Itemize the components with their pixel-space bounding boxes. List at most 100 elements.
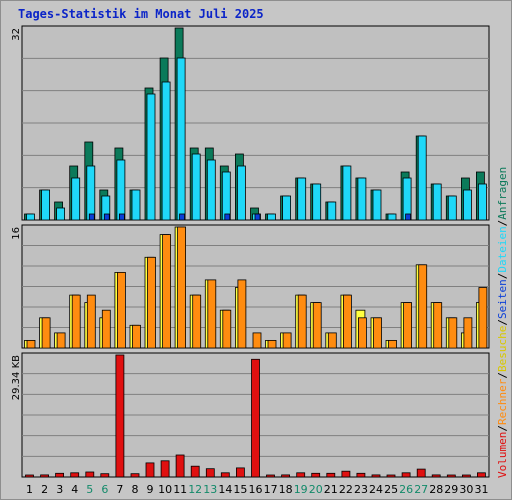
day-label: 5 (86, 483, 93, 496)
volumen-bar (296, 472, 306, 478)
dateien-bar (146, 93, 156, 221)
volumen-bar (130, 473, 140, 478)
rechner-bar (147, 256, 156, 349)
seiten-bar (179, 213, 186, 221)
day-label: 10 (158, 483, 172, 496)
volumen-bar (160, 460, 170, 478)
day-label: 17 (264, 483, 278, 496)
day-label: 16 (249, 483, 263, 496)
dateien-bar (161, 81, 171, 221)
rechner-bar (433, 302, 443, 349)
day-label: 9 (147, 483, 154, 496)
bars-2 (24, 226, 488, 349)
dateien-bar (312, 183, 322, 221)
volumen-bar (100, 473, 110, 478)
dateien-bar (357, 177, 367, 221)
legend-separator: / (496, 220, 509, 227)
day-label: 1 (26, 483, 33, 496)
dateien-bar (462, 189, 472, 221)
legend-separator: / (496, 425, 509, 432)
volumen-bar (55, 472, 64, 478)
day-label: 13 (203, 483, 217, 496)
volumen-bar (341, 470, 351, 478)
volumen-bar (326, 472, 336, 478)
volumen-bar (85, 471, 95, 478)
rechner-bar (312, 302, 322, 349)
dateien-bar (342, 165, 352, 221)
volumen-bar (25, 474, 34, 478)
dateien-bar (221, 171, 231, 221)
dateien-bar (41, 189, 50, 221)
rechner-bar (56, 332, 66, 349)
volumen-bar (266, 474, 275, 478)
dateien-bar (176, 57, 186, 221)
rechner-bar (177, 226, 187, 349)
seiten-bar (224, 213, 231, 221)
dateien-bar (417, 135, 427, 221)
rechner-bar (71, 294, 81, 349)
volumen-bar (446, 474, 456, 478)
dateien-bar (327, 201, 337, 221)
dateien-bar (71, 177, 81, 221)
day-label: 25 (384, 483, 398, 496)
seiten-bar (254, 213, 261, 221)
day-label: 28 (429, 483, 443, 496)
dateien-bar (477, 183, 487, 221)
day-label: 12 (188, 483, 202, 496)
volumen-bar (416, 468, 426, 478)
seiten-bar (88, 213, 95, 221)
dateien-bar (372, 189, 382, 221)
day-label: 6 (101, 483, 108, 496)
day-label: 24 (369, 483, 383, 496)
kbytes-panel: 29.34 KB (11, 352, 490, 478)
day-label: 27 (414, 483, 428, 496)
dateien-bar (206, 159, 216, 221)
rechner-bar (192, 294, 202, 349)
volumen-bar (251, 358, 260, 478)
rechner-bar (26, 339, 36, 349)
rechner-bar (342, 294, 352, 349)
volumen-bar (235, 467, 245, 478)
volumen-bar (401, 472, 411, 478)
rechner-bar (101, 309, 111, 349)
volumen-bar (190, 465, 200, 478)
volumen-bar (476, 472, 486, 478)
day-label: 21 (324, 483, 338, 496)
dateien-bar (282, 195, 292, 221)
volumen-bar (220, 472, 230, 478)
volumen-bar (386, 474, 396, 478)
day-label: 7 (116, 483, 123, 496)
dateien-bar (116, 159, 126, 221)
rechner-bar (222, 309, 232, 349)
day-label: 26 (399, 483, 413, 496)
rechner-bar (418, 264, 428, 349)
rechner-bar (117, 271, 126, 349)
day-label: 29 (444, 483, 458, 496)
volumen-bar (371, 474, 381, 478)
legend-separator: / (496, 319, 509, 326)
seiten-bar (119, 213, 125, 221)
y-tick-label: 16 (11, 227, 22, 240)
dateien-bar (432, 183, 442, 221)
day-label: 18 (279, 483, 293, 496)
volumen-bar (205, 468, 215, 478)
rechner-bar (237, 279, 247, 349)
rechner-bar (162, 234, 172, 349)
day-label: 31 (475, 483, 489, 496)
rechner-bar (403, 302, 413, 349)
rechner-bar (327, 332, 337, 349)
rechner-bar (252, 332, 262, 349)
rechner-bar (132, 324, 141, 349)
day-label: 23 (354, 483, 368, 496)
dateien-bar (387, 213, 397, 221)
volumen-bar (461, 474, 471, 478)
rechner-bar (267, 339, 277, 349)
volumen-bar (175, 454, 185, 478)
day-label: 8 (132, 483, 139, 496)
volumen-bar (431, 474, 441, 478)
dateien-bar (86, 165, 96, 221)
rechner-bar (373, 317, 382, 349)
legend-item: Anfragen (496, 167, 509, 220)
day-label: 20 (309, 483, 323, 496)
day-label: 19 (294, 483, 308, 496)
